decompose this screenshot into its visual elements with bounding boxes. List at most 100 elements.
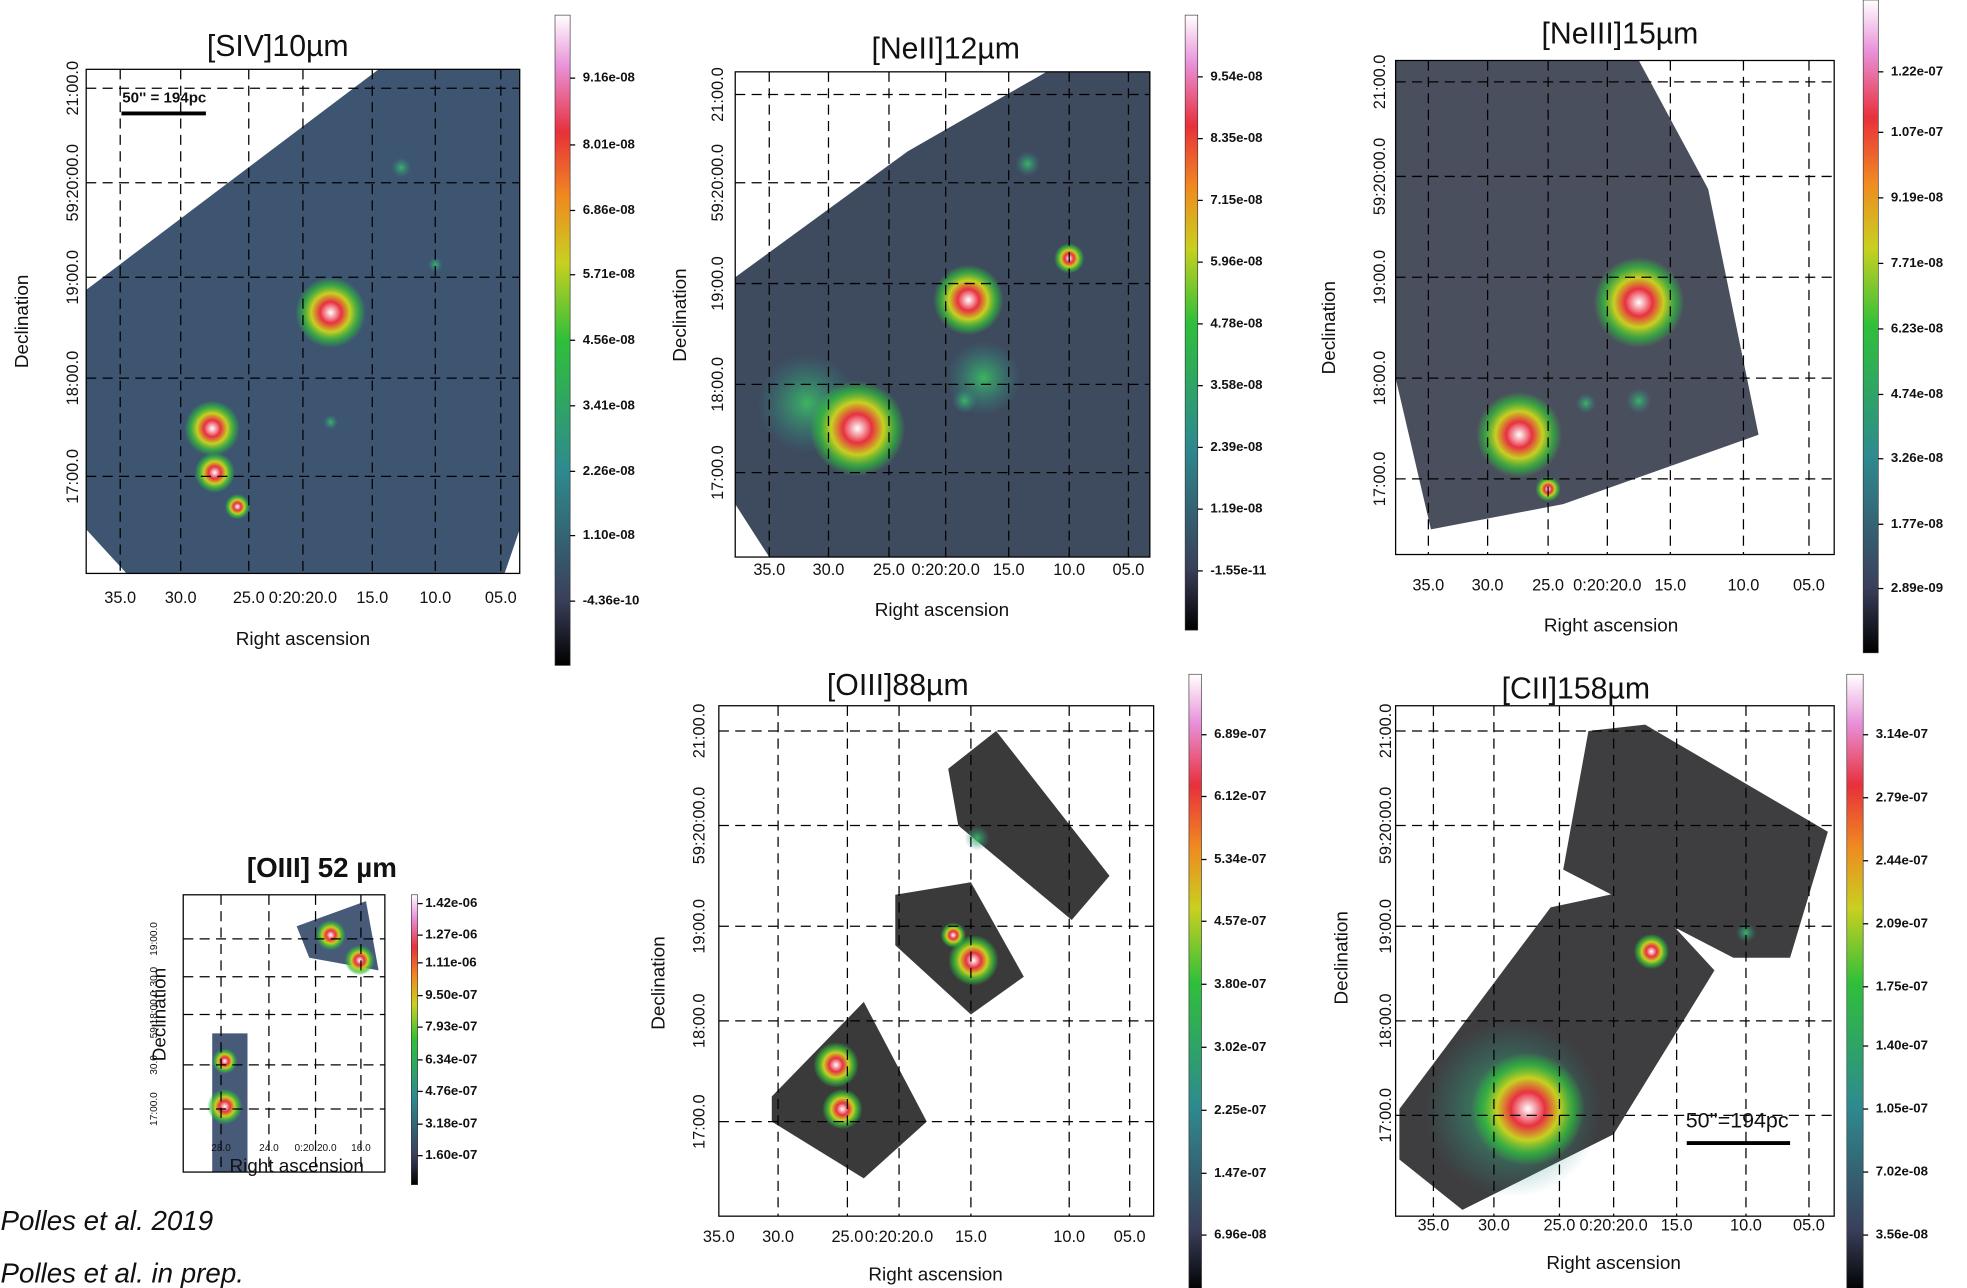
colorbar-label: 3.41e-08 [583, 397, 635, 412]
colorbar-label: 7.15e-08 [1210, 192, 1262, 207]
dec-tick-label: 59:20:00.0 [1377, 787, 1395, 864]
colorbar-label: 3.18e-07 [425, 1116, 477, 1131]
colorbar-label: 2.25e-07 [1214, 1102, 1266, 1117]
ra-tick-label: 15.0 [356, 589, 388, 607]
dec-tick-label: 18:00.0 [709, 357, 727, 412]
colorbar-label: 5.34e-07 [1214, 851, 1266, 866]
y-axis-label: Declination [12, 275, 33, 368]
y-axis-label: Declination [1319, 281, 1340, 374]
emission [345, 945, 375, 975]
colorbar-label: 1.77e-08 [1891, 516, 1943, 531]
x-axis-label: Right ascension [236, 629, 370, 650]
colorbar-label: 5.96e-08 [1210, 254, 1262, 269]
colorbar-label: 3.26e-08 [1891, 450, 1943, 465]
ra-tick-label: 25.0 [873, 561, 905, 579]
colorbar-label: 2.39e-08 [1210, 439, 1262, 454]
colorbar-label: 7.71e-08 [1891, 255, 1943, 270]
panel-title: [OIII] 52 µm [247, 852, 397, 883]
ra-tick-label: 35.0 [104, 589, 136, 607]
ra-tick-label: 05.0 [1112, 561, 1144, 579]
colorbar-label: 9.54e-08 [1210, 68, 1262, 83]
dec-tick-label: 19:00.0 [1371, 250, 1389, 305]
dec-tick-label: 17:00.0 [690, 1094, 708, 1149]
colorbar-label: 8.35e-08 [1210, 130, 1262, 145]
emission [1626, 388, 1651, 413]
emission [1471, 1052, 1584, 1165]
colorbar [1863, 0, 1878, 653]
emission [822, 1089, 862, 1129]
emission [933, 265, 1004, 336]
panel-title: [NeIII]15µm [1541, 17, 1698, 50]
emission [813, 1042, 858, 1087]
colorbar-label: 7.02e-08 [1876, 1164, 1928, 1179]
dec-tick-label: 18:00.0 [64, 351, 82, 406]
panel-title: [NeII]12µm [871, 32, 1020, 65]
colorbar-label: 6.34e-07 [425, 1051, 477, 1066]
colorbar [1185, 15, 1198, 630]
ra-tick-label: 0:20:20.0 [295, 1143, 337, 1154]
dec-tick-label: 18:00.0 [1377, 994, 1395, 1049]
figure: Polles et al. 2019 Polles et al. in prep… [0, 0, 1967, 1288]
emission [1476, 392, 1562, 478]
colorbar-label: -1.55e-11 [1210, 562, 1266, 577]
emission [207, 1089, 242, 1124]
colorbar-label: 2.79e-07 [1876, 789, 1928, 804]
colorbar-label: 4.56e-08 [583, 332, 635, 347]
emission [391, 158, 411, 178]
colorbar-label: 9.50e-07 [425, 987, 477, 1002]
ra-tick-label: 28.0 [211, 1143, 231, 1154]
colorbar-label: 3.56e-08 [1876, 1227, 1928, 1242]
dec-tick-label: 59:20:00.0 [690, 787, 708, 864]
x-axis-label: Right ascension [868, 1264, 1002, 1285]
emission [1015, 151, 1040, 176]
emission [316, 920, 346, 950]
ra-tick-label: 24.0 [259, 1143, 279, 1154]
ra-tick-label: 0:20:20.0 [1579, 1217, 1647, 1235]
colorbar-label: 9.19e-08 [1891, 189, 1943, 204]
emission [952, 388, 977, 413]
ra-tick-label: 30.0 [1472, 576, 1504, 594]
ra-tick-label: 05.0 [1114, 1228, 1146, 1246]
colorbar-label: 3.14e-07 [1876, 726, 1928, 741]
colorbar-label: 6.86e-08 [583, 202, 635, 217]
emission [1634, 934, 1669, 969]
colorbar-label: -4.36e-10 [583, 593, 640, 608]
colorbar-label: 1.07e-07 [1891, 124, 1943, 139]
dec-tick-label: 17:00.0 [64, 449, 82, 504]
ra-tick-label: 15.0 [993, 561, 1025, 579]
x-axis-label: Right ascension [875, 600, 1009, 621]
panel-title: [OIII]88µm [827, 669, 969, 702]
emission [225, 494, 250, 519]
ra-tick-label: 35.0 [1417, 1217, 1449, 1235]
colorbar-label: 4.57e-07 [1214, 913, 1266, 928]
emission [1576, 393, 1596, 413]
dec-tick-label: 19:00.0 [149, 922, 160, 956]
colorbar-label: 1.22e-07 [1891, 63, 1943, 78]
colorbar-label: 3.02e-07 [1214, 1039, 1266, 1054]
dec-tick-label: 19:00.0 [64, 250, 82, 305]
colorbar-label: 2.09e-07 [1876, 915, 1928, 930]
ra-tick-label: 05.0 [485, 589, 517, 607]
dec-tick-label: 59:20:00.0 [709, 144, 727, 221]
colorbar-label: 2.89e-09 [1891, 580, 1943, 595]
dec-tick-label: 19:00.0 [709, 256, 727, 311]
map-region [1396, 60, 1759, 529]
ra-tick-label: 0:20:20.0 [912, 561, 980, 579]
colorbar-label: 1.27e-06 [425, 927, 477, 942]
emission [323, 415, 338, 430]
map-panel: [OIII]88µm21:00.059:20:00.019:00.018:00.… [649, 669, 1267, 1288]
dec-tick-label: 21:00.0 [1371, 55, 1389, 110]
colorbar-label: 6.96e-08 [1214, 1227, 1266, 1242]
colorbar-label: 3.58e-08 [1210, 377, 1262, 392]
ra-tick-label: 30.0 [1478, 1217, 1510, 1235]
ra-tick-label: 0:20:20.0 [269, 589, 337, 607]
colorbar-label: 6.23e-08 [1891, 320, 1943, 335]
ra-tick-label: 30.0 [762, 1228, 794, 1246]
emission [1593, 257, 1684, 348]
dec-tick-label: 17:00.0 [1371, 452, 1389, 507]
ra-tick-label: 16.0 [351, 1143, 371, 1154]
dec-tick-label: 59:20:00.0 [64, 144, 82, 221]
citation: Polles et al. 2019 [0, 1205, 213, 1236]
y-axis-label: Declination [1332, 911, 1353, 1004]
colorbar-label: 7.93e-07 [425, 1019, 477, 1034]
